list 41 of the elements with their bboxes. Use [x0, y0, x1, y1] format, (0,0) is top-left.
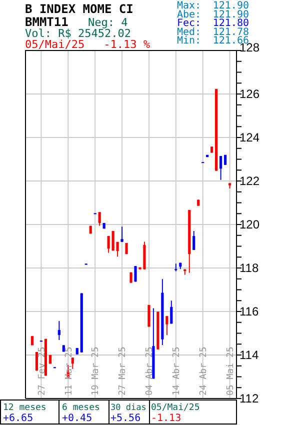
x-tick-label: 24 Abr 25	[198, 346, 209, 396]
x-tick-label: 14 Abr 25	[172, 346, 182, 396]
y-tick-label: 122	[240, 174, 260, 188]
x-tick-label: 27 Fev 25	[37, 346, 48, 396]
y-tick-label: 114	[240, 348, 259, 362]
text: 05/Mai/25	[151, 403, 200, 413]
y-tick-label: 120	[240, 217, 260, 232]
text: +6.65	[3, 413, 34, 424]
y-tick-label: 118	[240, 260, 259, 275]
text: +5.56	[110, 413, 141, 424]
x-tick-label: 27 Mar 25	[118, 346, 128, 396]
text: Vol: R$ 25452.02	[25, 27, 131, 40]
y-tick-label: 112	[240, 391, 259, 406]
candlestick	[192, 230, 196, 250]
text: 12 meses	[3, 403, 46, 413]
candlestick	[71, 357, 74, 370]
text: Min:	[177, 36, 202, 47]
candlestick	[120, 226, 124, 242]
chart-subtitle: BMMT11	[25, 15, 68, 29]
candlestick	[219, 155, 222, 180]
text: 121.90	[212, 0, 249, 12]
text: -1.13	[151, 413, 182, 424]
text: 30 dias	[110, 403, 146, 413]
annotation: -1.13 %	[104, 38, 150, 51]
candlestick	[58, 320, 60, 340]
chart-title: B INDEX MOME CI	[25, 2, 134, 16]
candlestick	[98, 212, 101, 226]
x-tick-label: 11 Mar 25	[64, 346, 74, 396]
text: 6 meses	[62, 403, 100, 413]
y-tick-label: 124	[240, 130, 260, 144]
candlestick	[166, 316, 168, 336]
y-tick-label: 126	[240, 86, 260, 101]
text: +0.45	[62, 413, 92, 424]
x-tick-label: 04 Abr 25	[145, 346, 156, 396]
x-tick-label: 05 Mai 25	[226, 346, 236, 396]
x-tick-label: 19 Mar 25	[91, 346, 102, 396]
candlestick	[170, 300, 173, 324]
y-tick-label: 116	[240, 304, 259, 318]
text: Neg: 4	[88, 16, 128, 29]
annotation: 05/Mai/25	[25, 38, 85, 51]
candlestick	[174, 263, 178, 272]
